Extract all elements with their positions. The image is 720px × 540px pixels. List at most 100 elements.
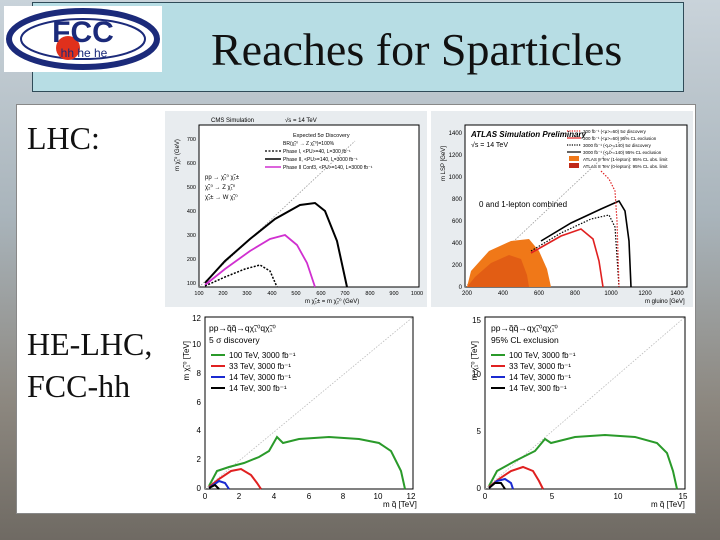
fcc-right-legend-2: 14 TeV, 3000 fb⁻¹ bbox=[509, 373, 571, 382]
fcc-left-ytick: 4 bbox=[197, 426, 202, 435]
cms-legend-title: Expected 5σ Discovery bbox=[293, 133, 350, 139]
atlas-ytick: 1400 bbox=[449, 131, 463, 137]
cms-xtick: 400 bbox=[267, 291, 276, 297]
atlas-ytick: 600 bbox=[452, 219, 463, 225]
fcc-left-yticks: 0 2 4 6 8 10 12 bbox=[192, 314, 201, 493]
fcc-right-xticks: 0 5 10 15 bbox=[483, 492, 688, 501]
atlas-ytick: 400 bbox=[452, 241, 463, 247]
atlas-legend-swatch bbox=[569, 156, 579, 161]
cms-diagonal bbox=[198, 140, 356, 288]
cms-xtick: 300 bbox=[242, 291, 251, 297]
fcc-logo-graphic: FCC hh he he bbox=[6, 8, 160, 70]
cms-plot: CMS Simulation √s = 14 TeV Expected 5σ D… bbox=[165, 111, 427, 307]
fcc-left-curve-14tev-300 bbox=[208, 483, 220, 490]
fcc-exclusion-plot: pp→q̃q̃→qχ̃₁⁰qχ̃₁⁰ 95% CL exclusion 100 … bbox=[435, 311, 693, 511]
cms-xtick: 800 bbox=[365, 291, 374, 297]
fcc-right-curve-14tev-300 bbox=[488, 482, 506, 490]
slide-title: Reaches for Sparticles bbox=[211, 24, 623, 75]
fcc-right-legend-3: 14 TeV, 300 fb⁻¹ bbox=[509, 384, 567, 393]
fcc-right-ytick: 0 bbox=[477, 484, 482, 493]
atlas-legend-1: 300 fb⁻¹ (<μ>=60) 95% CL exclusion bbox=[583, 136, 657, 141]
atlas-xtick: 1200 bbox=[638, 291, 652, 297]
fcc-right-xtick: 15 bbox=[679, 492, 688, 501]
atlas-ytick: 1000 bbox=[449, 175, 463, 181]
atlas-legend: 300 fb⁻¹ (<μ>=60) 5σ discovery 300 fb⁻¹ … bbox=[567, 129, 668, 169]
cms-xlabel: m χ̃₁± = m χ̃₂⁰ (GeV) bbox=[305, 298, 359, 305]
fcc-right-xtick: 10 bbox=[614, 492, 623, 501]
fcc-left-legend-2: 14 TeV, 3000 fb⁻¹ bbox=[229, 373, 291, 382]
cms-curve-phase2 bbox=[204, 201, 348, 288]
atlas-legend-5: ATLAS 8 TeV (0-lepton): 95% CL obs. limi… bbox=[583, 164, 668, 169]
atlas-plot: ATLAS Simulation Preliminary √s = 14 TeV… bbox=[431, 111, 693, 307]
fcc-right-curve-33tev bbox=[488, 465, 544, 490]
atlas-xtick: 1000 bbox=[604, 291, 618, 297]
atlas-legend-0: 300 fb⁻¹ (<μ>=60) 5σ discovery bbox=[583, 129, 647, 134]
atlas-ytick: 200 bbox=[452, 263, 463, 269]
fcc-right-xtick: 0 bbox=[483, 492, 488, 501]
cms-xtick: 100 bbox=[194, 291, 203, 297]
cms-legend-3: Phase II Conf3, <PU>=140, L=3000 fb⁻¹ bbox=[283, 165, 373, 171]
fcc-left-legend-3: 14 TeV, 300 fb⁻¹ bbox=[229, 384, 287, 393]
cms-process-2: χ̃₂⁰ → Z χ̃₁⁰ bbox=[205, 184, 236, 191]
fcc-left-xtick: 4 bbox=[272, 492, 277, 501]
content-panel: LHC: HE-LHC, FCC-hh CMS Simulation √s = … bbox=[16, 104, 696, 514]
atlas-xtick: 1400 bbox=[670, 291, 684, 297]
cms-ylabel: m χ̃₁⁰ (GeV) bbox=[174, 139, 181, 171]
atlas-xtick: 400 bbox=[498, 291, 509, 297]
cms-xtick: 1000 bbox=[411, 291, 423, 297]
fcc-left-ytick: 12 bbox=[192, 314, 201, 323]
fcc-left-ytick: 6 bbox=[197, 398, 202, 407]
lhc-label: LHC: bbox=[27, 120, 100, 156]
cms-curve-conf3 bbox=[204, 234, 316, 288]
logo-text: FCC bbox=[52, 16, 114, 49]
fcc-right-xlabel: m q̃ [TeV] bbox=[651, 500, 685, 509]
fcc-logo: FCC hh he he bbox=[4, 6, 162, 72]
fcc-left-xtick: 10 bbox=[374, 492, 383, 501]
fcc-left-ytick: 0 bbox=[197, 484, 202, 493]
atlas-ytick: 1200 bbox=[449, 153, 463, 159]
cms-xtick: 900 bbox=[389, 291, 398, 297]
fcc-right-sig: 95% CL exclusion bbox=[491, 335, 559, 345]
cms-xtick: 500 bbox=[291, 291, 300, 297]
atlas-curve-300-disc bbox=[600, 170, 620, 288]
atlas-diagonal bbox=[464, 130, 632, 288]
atlas-legend-2: 3000 fb⁻¹ (<μ>=140) 5σ discovery bbox=[583, 143, 652, 148]
atlas-xticks: 200 400 600 800 1000 1200 1400 bbox=[462, 291, 684, 297]
fcc-left-legend-1: 33 TeV, 3000 fb⁻¹ bbox=[229, 362, 291, 371]
fcc-left-xtick: 8 bbox=[341, 492, 346, 501]
fcc-discovery-plot: pp→q̃q̃→qχ̃₁⁰qχ̃₁⁰ 5 σ discovery 100 TeV… bbox=[169, 311, 427, 511]
fcc-left-xlabel: m q̃ [TeV] bbox=[383, 500, 417, 509]
cms-ytick: 500 bbox=[187, 185, 196, 191]
fcc-right-ytick: 10 bbox=[472, 370, 481, 379]
cms-xtick: 200 bbox=[218, 291, 227, 297]
cms-process-3: χ̃₁± → W χ̃₁⁰ bbox=[205, 194, 238, 201]
fcc-left-ytick: 8 bbox=[197, 369, 202, 378]
logo-subtext: hh he he bbox=[61, 46, 108, 60]
fcc-right-xtick: 5 bbox=[550, 492, 555, 501]
fcc-left-ytick: 10 bbox=[192, 340, 201, 349]
cms-ytick: 700 bbox=[187, 137, 196, 143]
fcc-left-xtick: 2 bbox=[237, 492, 242, 501]
fcc-right-yticks: 0 5 10 15 bbox=[472, 316, 481, 493]
atlas-xlabel: m gluino [GeV] bbox=[645, 299, 685, 305]
fcc-left-xtick: 6 bbox=[307, 492, 312, 501]
fcc-left-process: pp→q̃q̃→qχ̃₁⁰qχ̃₁⁰ bbox=[209, 323, 276, 333]
atlas-ylabel: m LSP [GeV] bbox=[441, 146, 447, 181]
fcc-left-xticks: 0 2 4 6 8 10 12 bbox=[203, 492, 416, 501]
fcc-right-legend-0: 100 TeV, 3000 fb⁻¹ bbox=[509, 351, 576, 360]
fcc-left-curve-100tev bbox=[208, 435, 406, 490]
cms-ytick: 100 bbox=[187, 281, 196, 287]
fcc-right-ytick: 15 bbox=[472, 316, 481, 325]
cms-legend-1: Phase I, <PU>=40, L=300 fb⁻¹ bbox=[283, 149, 351, 155]
fcc-right-ytick: 5 bbox=[477, 427, 482, 436]
fcc-right-diagonal bbox=[484, 316, 686, 490]
atlas-8tev-0lep-region bbox=[467, 255, 529, 287]
cms-ytick: 200 bbox=[187, 257, 196, 263]
cms-ytick: 400 bbox=[187, 209, 196, 215]
atlas-ytick: 800 bbox=[452, 197, 463, 203]
cms-ytick: 300 bbox=[187, 233, 196, 239]
cms-ytick: 600 bbox=[187, 161, 196, 167]
cms-legend-0: BR(χ̃₂⁰ → Z χ̃₁⁰)=100% bbox=[283, 141, 335, 147]
atlas-legend-3: 3000 fb⁻¹ (<μ>=140) 95% CL exclusion bbox=[583, 150, 662, 155]
atlas-xtick: 200 bbox=[462, 291, 473, 297]
